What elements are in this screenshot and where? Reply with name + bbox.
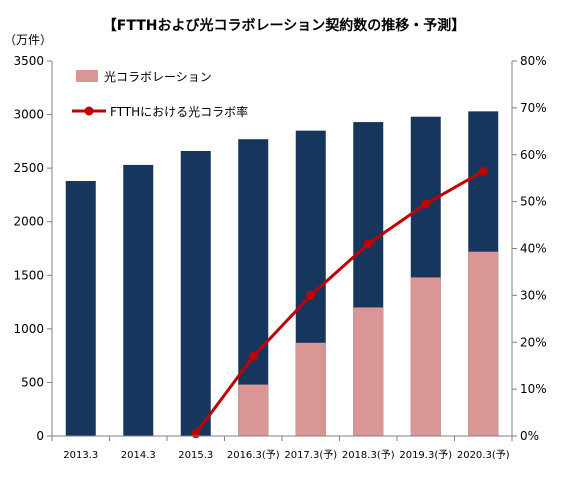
- left-tick-label: 500: [21, 375, 44, 389]
- rate-point: [306, 290, 316, 300]
- rate-point: [191, 429, 201, 439]
- collab-bars-layer: [238, 251, 499, 436]
- left-tick-label: 1500: [13, 268, 44, 282]
- x-tick-label: 2020.3(予): [457, 449, 510, 461]
- left-tick-label: 2000: [13, 215, 44, 229]
- right-tick-label: 80%: [520, 54, 547, 68]
- left-axis-unit-label: （万件）: [4, 33, 52, 47]
- left-tick-label: 0: [36, 429, 44, 443]
- ftth-total-bar: [123, 164, 154, 436]
- x-tick-label: 2018.3(予): [342, 449, 395, 461]
- chart-title: 【FTTHおよび光コラボレーション契約数の推移・予測】: [103, 17, 465, 34]
- collab-bar: [295, 342, 326, 436]
- ftth-total-bar: [180, 151, 211, 436]
- rate-point: [478, 166, 488, 176]
- collab-bar: [238, 384, 269, 436]
- left-tick-label: 2500: [13, 161, 44, 175]
- right-tick-label: 20%: [520, 335, 547, 349]
- collab-bar: [353, 307, 384, 436]
- rate-point: [248, 351, 258, 361]
- legend-marker-rate: [84, 106, 94, 116]
- left-tick-label: 3500: [13, 54, 44, 68]
- right-tick-label: 40%: [520, 242, 547, 256]
- collab-bar: [468, 251, 499, 436]
- x-tick-label: 2015.3: [178, 450, 213, 461]
- ftth-total-bar: [65, 181, 96, 436]
- right-tick-label: 60%: [520, 148, 547, 162]
- left-tick-label: 3000: [13, 108, 44, 122]
- left-tick-label: 1000: [13, 322, 44, 336]
- axes-layer: 0 500 1000 1500 2000 2500 3000 3500 0% 10% 20% 30% 4…: [13, 54, 546, 461]
- collab-bar: [410, 277, 441, 436]
- legend-label-collab: 光コラボレーション: [104, 70, 212, 84]
- legend-swatch-collab: [76, 70, 98, 82]
- legend: 光コラボレーション FTTHにおける光コラボ率: [72, 70, 248, 119]
- right-tick-label: 0%: [520, 429, 539, 443]
- right-tick-label: 70%: [520, 101, 547, 115]
- right-tick-label: 10%: [520, 382, 547, 396]
- rate-point: [363, 239, 373, 249]
- x-tick-label: 2019.3(予): [399, 449, 452, 461]
- rate-point: [421, 199, 431, 209]
- legend-label-rate: FTTHにおける光コラボ率: [110, 104, 248, 119]
- right-tick-label: 30%: [520, 288, 547, 302]
- x-tick-label: 2014.3: [121, 450, 156, 461]
- rate-line-layer: [191, 166, 488, 439]
- x-tick-label: 2013.3: [63, 450, 98, 461]
- rate-line: [194, 169, 484, 435]
- x-tick-label: 2017.3(予): [284, 449, 337, 461]
- right-tick-label: 50%: [520, 195, 547, 209]
- x-tick-label: 2016.3(予): [227, 449, 280, 461]
